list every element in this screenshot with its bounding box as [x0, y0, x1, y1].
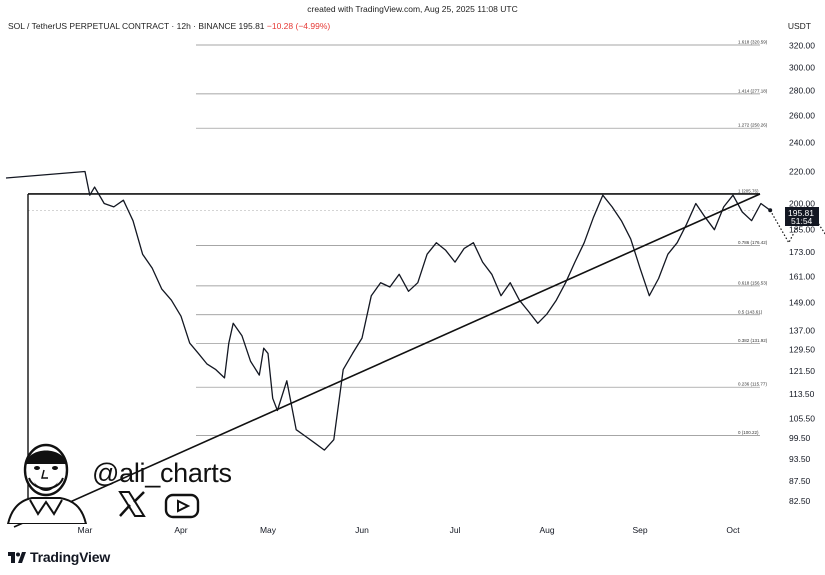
y-tick-label: 105.50	[789, 413, 815, 423]
author-handle: @ali_charts	[92, 458, 232, 488]
fib-level-label: 1.272 (250.26)	[738, 123, 768, 128]
fib-level-label: 0.618 (156.53)	[738, 280, 768, 285]
x-tick-label: May	[260, 525, 277, 535]
y-tick-label: 137.00	[789, 326, 815, 336]
tradingview-mark-icon	[8, 552, 26, 563]
y-tick-label: 220.00	[789, 166, 815, 176]
y-tick-label: 121.50	[789, 366, 815, 376]
y-tick-label: 200.00	[789, 199, 815, 209]
x-axis: Mar Apr May Jun Jul Aug Sep Oct	[78, 525, 741, 535]
y-tick-label: 240.00	[789, 137, 815, 147]
fib-level-label: 0.382 (131.92)	[738, 338, 768, 343]
price-tag: 195.81 51:54	[785, 207, 819, 226]
y-tick-label: 149.00	[789, 297, 815, 307]
price-tag-price: 195.81	[788, 208, 814, 218]
y-axis: 320.00 300.00 280.00 260.00 240.00 220.00 200.…	[789, 41, 815, 506]
x-tick-label: Sep	[632, 525, 647, 535]
x-logo-icon[interactable]	[118, 490, 146, 518]
price-tag-countdown: 51:54	[791, 216, 813, 226]
currency-label: USDT	[787, 21, 811, 31]
symbol-info: SOL / TetherUS PERPETUAL CONTRACT · 12h …	[8, 21, 330, 31]
symbol-title: SOL / TetherUS PERPETUAL CONTRACT · 12h …	[8, 21, 237, 31]
price-line	[5, 170, 771, 451]
fib-level-label: 0.786 (176.42)	[738, 240, 768, 245]
y-tick-label: 99.50	[789, 433, 811, 443]
last-price: 195.81	[238, 21, 265, 31]
chart-credit: created with TradingView.com, Aug 25, 20…	[307, 4, 518, 14]
avatar-illustration	[6, 443, 88, 524]
fib-level-label: 0.5 (143.61)	[738, 309, 763, 314]
y-tick-label: 173.00	[789, 247, 815, 257]
tradingview-wordmark: TradingView	[30, 549, 111, 565]
y-tick-label: 300.00	[789, 62, 815, 72]
price-tag-box	[785, 207, 819, 226]
y-tick-label: 161.00	[789, 271, 815, 281]
price-series	[5, 170, 825, 528]
x-tick-label: Apr	[174, 525, 187, 535]
y-tick-label: 185.00	[789, 225, 815, 235]
y-tick-label: 113.50	[789, 389, 815, 399]
fib-level-label: 0 (100.22)	[738, 430, 759, 435]
x-tick-label: Oct	[726, 525, 740, 535]
y-tick-label: 93.50	[789, 454, 811, 464]
fib-level-label: 1 (205.76)	[738, 188, 759, 193]
y-tick-label: 129.50	[789, 345, 815, 355]
y-tick-label: 82.50	[789, 496, 811, 506]
youtube-icon[interactable]	[164, 493, 200, 519]
y-tick-label: 280.00	[789, 85, 815, 95]
price-change: −10.28 (−4.99%)	[266, 21, 331, 31]
x-tick-label: Mar	[78, 525, 93, 535]
fib-level-label: 1.618 (320.59)	[738, 40, 768, 45]
tradingview-logo: TradingView	[8, 548, 110, 566]
x-tick-label: Aug	[539, 525, 554, 535]
fibonacci-levels: 1.618 (320.59) 1.414 (277.18) 1.272 (250.2…	[27, 40, 768, 520]
trendline	[13, 193, 761, 528]
x-tick-label: Jun	[355, 525, 369, 535]
y-tick-label: 260.00	[789, 110, 815, 120]
fib-level-label: 0.236 (115.77)	[738, 382, 767, 387]
x-tick-label: Jul	[450, 525, 461, 535]
y-tick-label: 320.00	[789, 41, 815, 51]
fib-level-label: 1.414 (277.18)	[738, 88, 768, 93]
y-tick-label: 87.50	[789, 476, 811, 486]
